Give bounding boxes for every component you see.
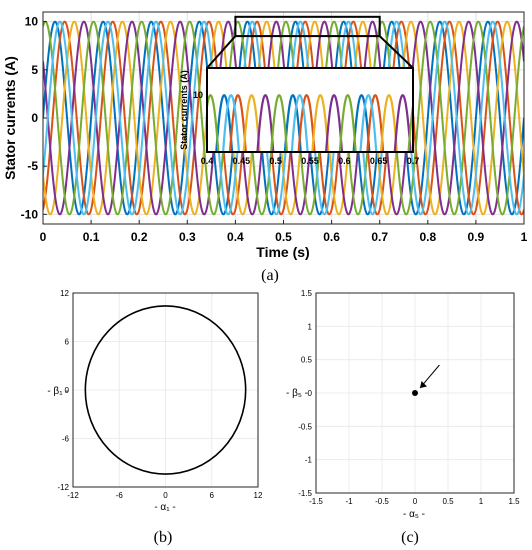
- inset-x-tick-label: 0.6: [338, 156, 351, 166]
- y-tick-label: -10: [21, 207, 39, 221]
- y-tick-label: -0.5: [298, 422, 312, 431]
- y-tick-label: -5: [27, 159, 38, 173]
- x-tick-label: -0.5: [375, 497, 389, 506]
- alpha5-beta5-point: [412, 390, 418, 396]
- y-tick-label: -12: [57, 483, 69, 492]
- x-tick-label: 0.5: [442, 497, 454, 506]
- inset-y-axis-title: Stator currents (A): [179, 70, 189, 150]
- x-tick-label: 0: [40, 230, 47, 244]
- x-tick-label: 0.8: [419, 230, 436, 244]
- x-tick-label: 12: [254, 491, 263, 500]
- zoom-inset: 0.4 0.45 0.5 0.55 0.6 0.65 0.7 10 Stator curre…: [179, 67, 420, 166]
- y-tick-label: 6: [65, 338, 70, 347]
- chart-a-y-ticks: -10 -5 0 5 10: [21, 15, 47, 221]
- y-tick-label: 12: [60, 289, 69, 298]
- inset-y-tick-label: 10: [193, 90, 203, 100]
- y-tick-label: 1: [308, 322, 313, 331]
- inset-x-tick-label: 0.55: [301, 156, 319, 166]
- inset-x-ticks: 0.4 0.45 0.5 0.55 0.6 0.65 0.7: [201, 156, 420, 166]
- chart-c-y-axis-title: - β₅ -: [286, 388, 308, 399]
- x-tick-label: -1.5: [309, 497, 323, 506]
- y-tick-label: 0: [65, 386, 70, 395]
- inset-frame: [206, 67, 414, 153]
- chart-b: -12 -6 0 6 12 12 6 0 -6 -12 - α₁ - - β₁ - (b): [47, 289, 263, 546]
- inset-x-tick-label: 0.7: [407, 156, 420, 166]
- current-series-6: [43, 20, 524, 216]
- x-tick-label: 0: [163, 491, 168, 500]
- current-series-5: [43, 20, 524, 216]
- zoom-region-box: [234, 15, 381, 38]
- x-tick-label: 1: [479, 497, 484, 506]
- y-tick-label: 0: [31, 111, 38, 125]
- inset-x-tick-label: 0.4: [201, 156, 214, 166]
- x-tick-label: 1.5: [508, 497, 520, 506]
- current-series-2: [43, 20, 524, 216]
- x-tick-label: 0.5: [275, 230, 292, 244]
- x-tick-label: 0.1: [83, 230, 100, 244]
- current-series-4: [43, 20, 524, 216]
- x-tick-label: 6: [210, 491, 215, 500]
- x-tick-label: -1: [345, 497, 353, 506]
- chart-c-x-axis-title: - α₅ -: [403, 509, 425, 520]
- chart-c-frame: [315, 292, 515, 494]
- x-tick-label: 0.2: [131, 230, 148, 244]
- x-tick-label: -12: [67, 491, 79, 500]
- x-tick-label: 0.7: [371, 230, 388, 244]
- zoom-connector-left: [206, 35, 237, 69]
- y-tick-label: -1.5: [298, 489, 312, 498]
- chart-c-y-ticks: 1.5 1 0.5 0 -0.5 -1 -1.5: [298, 289, 312, 498]
- y-tick-label: 0.5: [301, 356, 313, 365]
- chart-c: -1.5 -1 -0.5 0 0.5 1 1.5 1.5 1 0.5 0 -0.5 -1 -1.5 - …: [286, 289, 520, 546]
- y-tick-label: -1: [305, 456, 313, 465]
- y-tick-label: 5: [31, 63, 38, 77]
- chart-a-series-group: [43, 20, 524, 216]
- chart-a-x-ticks: 0 0.1 0.2 0.3 0.4 0.5 0.6 0.7 0.8 0.9 1: [40, 220, 528, 244]
- pointer-arrowhead: [420, 381, 427, 388]
- x-tick-label: 0.6: [323, 230, 340, 244]
- x-tick-label: 1: [521, 230, 528, 244]
- chart-a-x-axis-title: Time (s): [256, 244, 309, 260]
- y-tick-label: -6: [62, 435, 70, 444]
- panel-label-c: (c): [401, 529, 419, 546]
- chart-b-frame: [72, 292, 259, 488]
- inset-x-tick-label: 0.65: [370, 156, 388, 166]
- x-tick-label: 0.4: [227, 230, 244, 244]
- chart-b-y-axis-title: - β₁ -: [47, 386, 68, 397]
- x-tick-label: 0: [413, 497, 418, 506]
- chart-b-x-axis-title: - α₁ -: [154, 502, 175, 513]
- inset-series-2: [228, 94, 385, 152]
- panel-label-b: (b): [154, 529, 173, 546]
- chart-a: 0 0.1 0.2 0.3 0.4 0.5 0.6 0.7 0.8 0.9 1 -10-50510 …: [2, 11, 528, 284]
- x-tick-label: 0.3: [179, 230, 196, 244]
- y-tick-label: 1.5: [301, 289, 313, 298]
- y-tick-label: 10: [25, 15, 39, 29]
- panel-label-a: (a): [261, 267, 279, 284]
- y-tick-label: 0: [308, 389, 313, 398]
- inset-x-tick-label: 0.5: [269, 156, 282, 166]
- zoom-connector-right: [379, 35, 414, 69]
- inset-x-tick-label: 0.45: [233, 156, 251, 166]
- x-tick-label: -6: [116, 491, 124, 500]
- chart-b-y-ticks: 12 6 0 -6 -12: [57, 289, 69, 492]
- chart-a-y-axis-title: Stator currents (A): [2, 56, 18, 180]
- inset-series-group: [207, 94, 413, 152]
- chart-c-x-ticks: -1.5 -1 -0.5 0 0.5 1 1.5: [309, 497, 520, 506]
- alpha1-beta1-trajectory-circle: [84, 305, 247, 475]
- x-tick-label: 0.9: [468, 230, 485, 244]
- chart-b-x-ticks: -12 -6 0 6 12: [67, 491, 263, 500]
